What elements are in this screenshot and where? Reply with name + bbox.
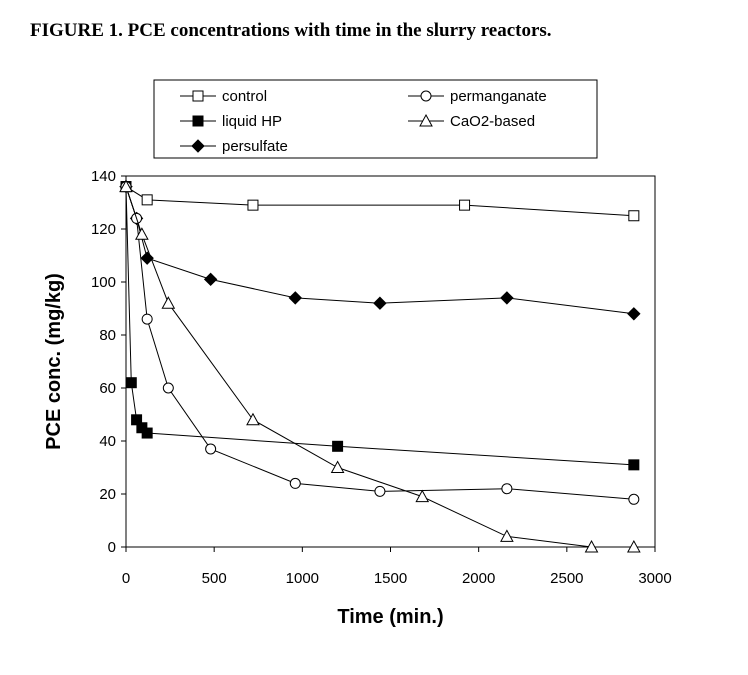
y-tick-label: 80 — [99, 327, 116, 344]
x-axis-title: Time (min.) — [337, 606, 443, 628]
data-point-persulfate — [203, 272, 218, 287]
y-tick-label: 60 — [99, 380, 116, 397]
y-tick-label: 140 — [91, 168, 116, 185]
y-axis-title: PCE conc. (mg/kg) — [43, 273, 65, 450]
legend-item-persulfate: persulfate — [180, 138, 288, 155]
data-point-cao2-based — [161, 296, 176, 309]
plot-area: 0 20 40 60 80 100 120 140 0 500 1000 1500 2000 2500 30… — [91, 168, 672, 587]
series-permanganate — [120, 181, 640, 505]
data-point-persulfate — [288, 291, 302, 305]
y-tick-label: 0 — [108, 539, 116, 556]
x-tick-label: 1500 — [374, 570, 407, 587]
y-tick-label: 120 — [91, 221, 116, 238]
legend-item-cao2-based: CaO2-based — [408, 113, 535, 130]
data-point-cao2-based — [330, 460, 345, 473]
data-point-permanganate — [628, 493, 640, 505]
x-tick-label: 500 — [202, 570, 227, 587]
data-point-cao2-based — [415, 489, 430, 503]
legend-marker — [191, 139, 205, 153]
data-point-permanganate — [501, 483, 513, 495]
data-point-cao2-based — [135, 227, 149, 240]
series-line-persulfate — [125, 186, 634, 315]
legend-label: CaO2-based — [450, 113, 535, 130]
legend-marker — [192, 115, 204, 127]
data-point-cao2-based — [246, 412, 260, 426]
series-control — [120, 181, 640, 222]
data-point-permanganate — [289, 477, 301, 489]
data-point-control — [459, 199, 471, 211]
x-tick-label: 3000 — [638, 570, 671, 587]
legend-marker — [419, 113, 433, 127]
y-tick-label: 40 — [99, 433, 116, 450]
y-tick-label: 20 — [99, 486, 116, 503]
legend-label: permanganate — [450, 88, 547, 105]
data-point-permanganate — [374, 485, 386, 497]
legend-label: liquid HP — [222, 113, 282, 130]
y-tick-label: 100 — [91, 274, 116, 291]
data-point-control — [247, 199, 259, 211]
data-point-permanganate — [205, 443, 217, 455]
data-point-liquid-hp — [332, 440, 344, 452]
data-point-permanganate — [141, 313, 153, 325]
data-point-permanganate — [162, 382, 174, 394]
data-point-cao2-based — [119, 179, 133, 193]
legend-box — [153, 79, 598, 159]
legend-label: control — [222, 88, 267, 105]
legend-marker — [420, 90, 432, 102]
data-point-cao2-based — [584, 539, 599, 553]
data-point-control — [628, 210, 640, 222]
legend-item-liquid-hp: liquid HP — [180, 113, 282, 130]
x-tick-label: 2500 — [550, 570, 583, 587]
data-point-cao2-based — [500, 529, 514, 542]
x-tick-label: 2000 — [462, 570, 495, 587]
data-point-persulfate — [373, 296, 387, 310]
legend-item-permanganate: permanganate — [408, 88, 547, 105]
legend-item-control: control — [180, 88, 267, 105]
data-point-persulfate — [627, 307, 641, 321]
series-liquid-hp — [120, 181, 640, 471]
x-tick-label: 1000 — [286, 570, 319, 587]
series-layer — [119, 179, 641, 553]
data-point-liquid-hp — [141, 427, 153, 439]
data-point-liquid-hp — [628, 459, 640, 471]
series-persulfate — [119, 179, 641, 321]
data-point-persulfate — [500, 291, 514, 305]
data-point-liquid-hp — [125, 377, 137, 389]
figure-title: FIGURE 1. PCE concentrations with time i… — [30, 20, 552, 41]
series-line-control — [125, 186, 634, 217]
legend-label: persulfate — [222, 138, 288, 155]
data-point-control — [141, 194, 153, 206]
x-tick-label: 0 — [122, 570, 130, 587]
data-point-cao2-based — [626, 539, 641, 553]
series-line-permanganate — [125, 186, 634, 500]
series-line-liquid-hp — [125, 186, 634, 466]
series-cao2-based — [119, 179, 641, 553]
legend-marker — [192, 90, 204, 102]
legend: control liquid HP persulfate permanganate Ca… — [153, 79, 598, 159]
